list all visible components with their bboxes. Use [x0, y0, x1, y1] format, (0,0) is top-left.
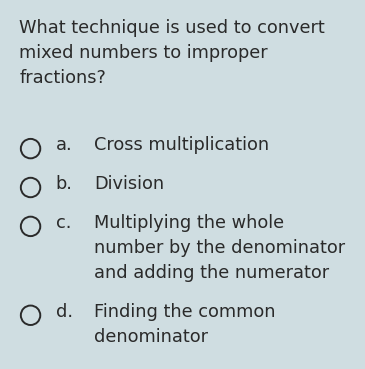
Text: and adding the numerator: and adding the numerator: [95, 264, 330, 282]
Text: Multiplying the whole: Multiplying the whole: [95, 214, 285, 232]
Text: Division: Division: [95, 175, 165, 193]
Text: a.: a.: [55, 136, 72, 154]
Text: Finding the common: Finding the common: [95, 303, 276, 321]
Text: What technique is used to convert: What technique is used to convert: [19, 20, 325, 37]
Text: fractions?: fractions?: [19, 69, 106, 87]
Text: c.: c.: [55, 214, 71, 232]
Text: number by the denominator: number by the denominator: [95, 239, 346, 257]
Text: mixed numbers to improper: mixed numbers to improper: [19, 44, 268, 62]
Text: Cross multiplication: Cross multiplication: [95, 136, 270, 154]
Text: denominator: denominator: [95, 328, 208, 346]
Text: b.: b.: [55, 175, 72, 193]
Text: d.: d.: [55, 303, 73, 321]
